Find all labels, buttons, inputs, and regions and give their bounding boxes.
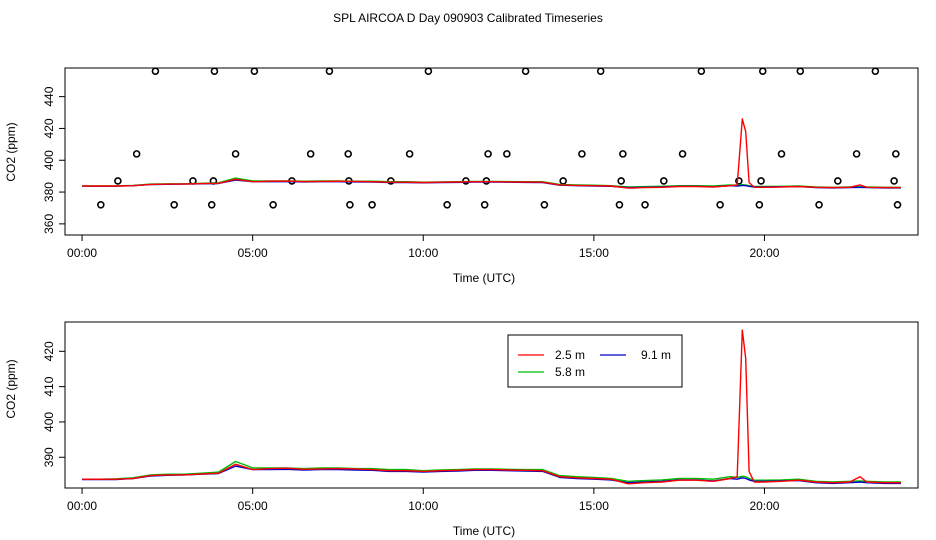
- data-point-marker: [871, 67, 880, 75]
- bot-y-tick-label: 420: [42, 341, 56, 361]
- top-x-axis: 00:00 05:00 10:00 15:00 20:00: [67, 235, 780, 260]
- data-point-marker: [697, 67, 706, 75]
- top-y-tick-label: 360: [42, 214, 56, 234]
- data-point-marker: [503, 150, 511, 158]
- bot-x-tick-label: 05:00: [238, 499, 268, 513]
- top-series-group: [82, 118, 901, 189]
- data-point-marker: [578, 150, 586, 158]
- data-point-marker: [678, 150, 687, 158]
- data-point-marker: [231, 150, 240, 158]
- top-y-axis: 360 380 400 420 440: [42, 86, 65, 234]
- data-point-marker: [521, 67, 530, 75]
- bot-series-line-2-5-m: [82, 329, 901, 485]
- data-point-marker: [892, 150, 900, 158]
- top-y-tick-label: 440: [42, 86, 56, 106]
- data-point-marker: [344, 150, 352, 158]
- top-panel: 360 380 400 420 440 00:00 05:00 10:00 15:00 20:0…: [4, 67, 919, 285]
- top-x-label: Time (UTC): [453, 271, 515, 285]
- legend-label-5-8m: 5.8 m: [555, 365, 585, 379]
- top-series-line-5-8-m: [82, 177, 901, 189]
- data-point-marker: [306, 150, 315, 158]
- data-point-marker: [757, 177, 765, 185]
- data-point-marker: [796, 67, 805, 75]
- data-point-marker: [484, 150, 492, 158]
- data-point-marker: [170, 200, 178, 209]
- data-point-marker: [540, 200, 549, 209]
- data-point-marker: [424, 67, 433, 75]
- data-point-marker: [815, 200, 823, 209]
- data-point-marker: [893, 200, 902, 209]
- bottom-series-group: [82, 329, 901, 485]
- bot-series-line-5-8-m: [82, 460, 901, 483]
- data-point-marker: [755, 200, 764, 209]
- data-point-marker: [269, 200, 277, 209]
- top-y-tick-label: 380: [42, 182, 56, 202]
- data-point-marker: [443, 200, 451, 209]
- data-point-marker: [559, 177, 567, 185]
- top-y-tick-label: 400: [42, 150, 56, 170]
- bottom-panel: 390 400 410 420 00:00 05:00 10:00 15:00 20:00 T…: [4, 321, 919, 538]
- legend-box: [507, 334, 683, 388]
- top-plot-frame: [64, 67, 919, 236]
- data-point-marker: [325, 67, 334, 75]
- data-point-marker: [346, 200, 354, 209]
- top-x-tick-label: 20:00: [749, 246, 779, 260]
- data-point-marker: [405, 150, 414, 158]
- top-markers: [97, 67, 902, 209]
- bot-x-tick-label: 15:00: [579, 499, 609, 513]
- bottom-y-axis: 390 400 410 420: [42, 341, 65, 467]
- data-point-marker: [97, 200, 105, 209]
- data-point-marker: [777, 150, 786, 158]
- data-point-marker: [641, 200, 649, 209]
- bot-y-tick-label: 410: [42, 376, 56, 396]
- bottom-plot-frame: [64, 321, 919, 489]
- top-x-tick-label: 00:00: [67, 246, 97, 260]
- data-point-marker: [890, 177, 898, 185]
- top-y-label: CO2 (ppm): [4, 122, 18, 181]
- data-point-marker: [368, 200, 376, 209]
- legend-label-9-1m: 9.1 m: [641, 348, 671, 362]
- legend-label-2-5m: 2.5 m: [555, 348, 585, 362]
- top-x-tick-label: 15:00: [579, 246, 609, 260]
- data-point-marker: [834, 177, 842, 185]
- data-point-marker: [387, 177, 395, 185]
- top-series-line-2-5-m: [82, 118, 901, 189]
- bot-x-tick-label: 20:00: [749, 499, 779, 513]
- bottom-x-label: Time (UTC): [453, 524, 515, 538]
- top-x-tick-label: 10:00: [408, 246, 438, 260]
- bottom-y-label: CO2 (ppm): [4, 359, 18, 418]
- data-point-marker: [210, 67, 219, 75]
- legend: 2.5 m 5.8 m 9.1 m: [507, 334, 683, 388]
- data-point-marker: [619, 150, 627, 158]
- data-point-marker: [615, 200, 624, 209]
- bot-x-tick-label: 10:00: [408, 499, 438, 513]
- data-point-marker: [852, 150, 861, 158]
- top-x-tick-label: 05:00: [238, 246, 268, 260]
- bot-y-tick-label: 400: [42, 412, 56, 432]
- data-point-marker: [735, 177, 743, 185]
- data-point-marker: [480, 200, 489, 209]
- data-point-marker: [758, 67, 767, 75]
- data-point-marker: [132, 150, 141, 158]
- data-point-marker: [151, 67, 160, 75]
- data-point-marker: [617, 177, 625, 185]
- bot-x-tick-label: 00:00: [67, 499, 97, 513]
- figure-title: SPL AIRCOA D Day 090903 Calibrated Times…: [333, 11, 603, 25]
- data-point-marker: [250, 67, 259, 75]
- bottom-x-axis: 00:00 05:00 10:00 15:00 20:00: [67, 488, 780, 513]
- data-point-marker: [114, 177, 122, 185]
- data-point-marker: [660, 177, 668, 185]
- top-y-tick-label: 420: [42, 118, 56, 138]
- bot-y-tick-label: 390: [42, 447, 56, 467]
- data-point-marker: [716, 200, 724, 209]
- data-point-marker: [596, 67, 605, 75]
- data-point-marker: [207, 200, 216, 209]
